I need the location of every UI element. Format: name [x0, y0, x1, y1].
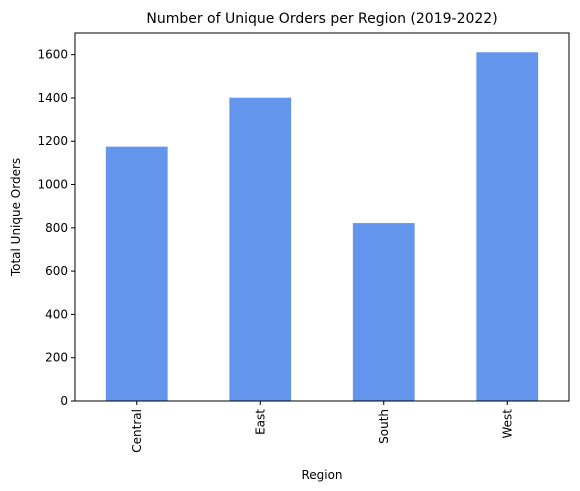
x-axis-label: Region [301, 468, 342, 482]
x-tick-label-east: East [253, 409, 267, 435]
bar-west [476, 52, 539, 402]
y-tick-label: 1600 [37, 48, 68, 62]
y-tick-label: 600 [45, 264, 68, 278]
y-tick-label: 0 [60, 394, 68, 408]
y-axis: 0 200 400 600 800 1000 1200 1400 1600 [37, 48, 75, 408]
bar-south [352, 223, 415, 401]
y-tick-label: 1200 [37, 134, 68, 148]
chart-title: Number of Unique Orders per Region (2019… [146, 11, 497, 27]
x-tick-label-south: South [377, 409, 391, 444]
bars-group [105, 52, 539, 402]
plot-frame [74, 32, 570, 402]
y-axis-label: Total Unique Orders [9, 158, 23, 277]
y-tick-label: 1400 [37, 91, 68, 105]
y-tick-label: 1000 [37, 178, 68, 192]
bar-east [229, 97, 292, 402]
plot-area: 0 200 400 600 800 1000 1200 1400 1600 Central Eas… [37, 32, 570, 453]
x-tick-label-west: West [500, 409, 514, 439]
bar-central [105, 146, 168, 401]
y-tick-label: 400 [45, 307, 68, 321]
x-axis: Central East South West [130, 401, 514, 453]
y-tick-label: 800 [45, 221, 68, 235]
x-tick-label-central: Central [130, 409, 144, 453]
y-tick-label: 200 [45, 351, 68, 365]
